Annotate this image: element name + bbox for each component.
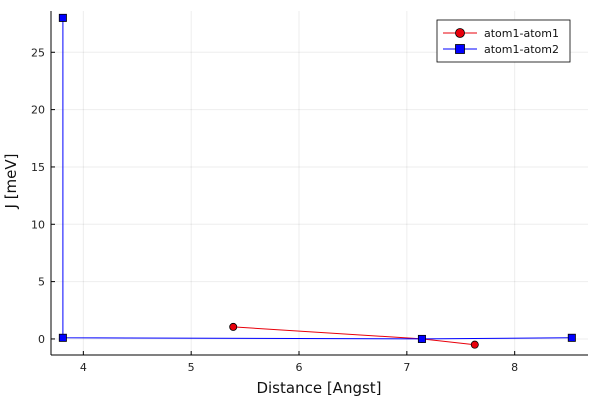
data-point-atom1-atom2 bbox=[58, 333, 67, 342]
legend-marker-atom1-atom1 bbox=[455, 28, 465, 38]
y-tick-label: 25 bbox=[31, 46, 45, 59]
data-point-atom1-atom1 bbox=[470, 340, 479, 349]
x-tick-label: 8 bbox=[511, 361, 518, 374]
x-tick-label: 6 bbox=[296, 361, 303, 374]
data-point-atom1-atom2 bbox=[417, 334, 426, 343]
legend-box bbox=[436, 19, 571, 63]
y-tick-label: 5 bbox=[38, 276, 45, 289]
legend-marker-atom1-atom2 bbox=[455, 44, 465, 54]
x-tick-label: 5 bbox=[188, 361, 195, 374]
y-tick-label: 20 bbox=[31, 104, 45, 117]
axes-layer bbox=[50, 11, 588, 356]
ticks-layer: 4 5 6 7 8 0 5 10 15 20 25 bbox=[31, 46, 518, 374]
legend-label-atom1-atom1: atom1-atom1 bbox=[484, 27, 559, 40]
x-tick-label: 4 bbox=[80, 361, 87, 374]
legend: atom1-atom1 atom1-atom2 bbox=[436, 19, 571, 63]
legend-label-atom1-atom2: atom1-atom2 bbox=[484, 43, 559, 56]
y-axis-title: J [meV] bbox=[2, 154, 20, 210]
x-axis-title: Distance [Angst] bbox=[256, 379, 381, 397]
y-tick-label: 15 bbox=[31, 161, 45, 174]
series-layer bbox=[58, 13, 576, 349]
x-tick-label: 7 bbox=[403, 361, 410, 374]
y-tick-label: 0 bbox=[38, 333, 45, 346]
data-point-atom1-atom1 bbox=[229, 322, 238, 331]
data-point-atom1-atom2 bbox=[58, 13, 67, 22]
data-point-atom1-atom2 bbox=[567, 333, 576, 342]
y-tick-label: 10 bbox=[31, 218, 45, 231]
series-line-atom1-atom2 bbox=[62, 17, 572, 340]
